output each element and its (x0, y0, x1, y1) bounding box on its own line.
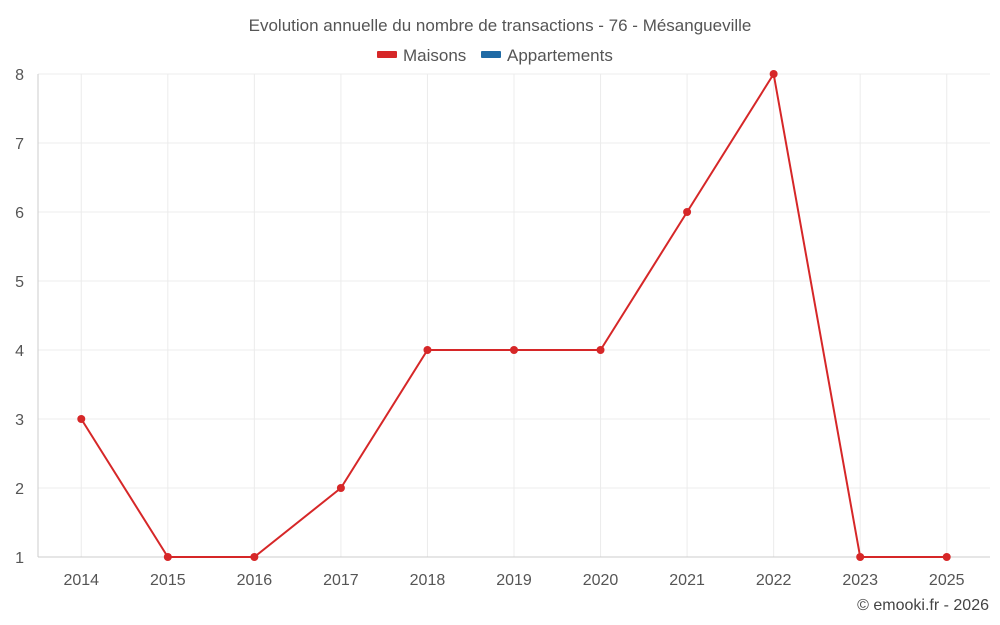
x-tick-label: 2019 (496, 572, 532, 589)
data-point-2014[interactable] (77, 415, 86, 423)
data-point-2025[interactable] (942, 553, 951, 561)
x-tick-label: 2018 (410, 572, 446, 589)
x-tick-label: 2020 (583, 572, 619, 589)
x-tick-label: 2017 (323, 572, 359, 589)
y-tick-label: 3 (15, 412, 24, 429)
x-tick-label: 2015 (150, 572, 186, 589)
legend: Maisons Appartements (377, 46, 613, 65)
x-tick-label: 2025 (929, 572, 965, 589)
x-tick-label: 2023 (842, 572, 878, 589)
credit: © emooki.fr - 2026 (857, 597, 989, 614)
y-tick-label: 6 (15, 205, 24, 222)
legend-label-appartements: Appartements (507, 46, 613, 65)
data-point-2019[interactable] (510, 346, 518, 354)
y-tick-label: 7 (15, 136, 24, 153)
x-tick-labels: 2014 2015 2016 2017 2018 2019 2020 2021 2022 2023… (63, 572, 964, 589)
x-tick-label: 2021 (669, 572, 705, 589)
y-tick-label: 1 (15, 550, 24, 567)
y-tick-label: 4 (15, 343, 24, 360)
y-tick-labels: 1 2 3 4 5 6 7 8 (15, 67, 24, 567)
legend-label-maisons: Maisons (403, 46, 466, 65)
data-point-2018[interactable] (423, 346, 432, 354)
data-point-2021[interactable] (683, 208, 692, 216)
legend-swatch-maisons (377, 51, 397, 58)
data-point-2023[interactable] (856, 553, 865, 561)
chart-title: Evolution annuelle du nombre de transact… (249, 16, 752, 35)
data-point-2022[interactable] (769, 70, 778, 78)
x-tick-label: 2016 (237, 572, 273, 589)
y-tick-label: 5 (15, 274, 24, 291)
data-point-2017[interactable] (336, 484, 345, 492)
series-maisons (77, 70, 951, 561)
data-point-2016[interactable] (250, 553, 259, 561)
x-tick-label: 2022 (756, 572, 792, 589)
y-tick-label: 8 (15, 67, 24, 84)
x-tick-label: 2014 (63, 572, 99, 589)
y-tick-label: 2 (15, 481, 24, 498)
legend-item-maisons[interactable]: Maisons (377, 46, 466, 65)
data-point-2015[interactable] (163, 553, 172, 561)
legend-item-appartements[interactable]: Appartements (481, 46, 613, 65)
legend-swatch-appartements (481, 51, 501, 58)
grid (38, 73, 990, 557)
data-point-2020[interactable] (596, 346, 605, 354)
